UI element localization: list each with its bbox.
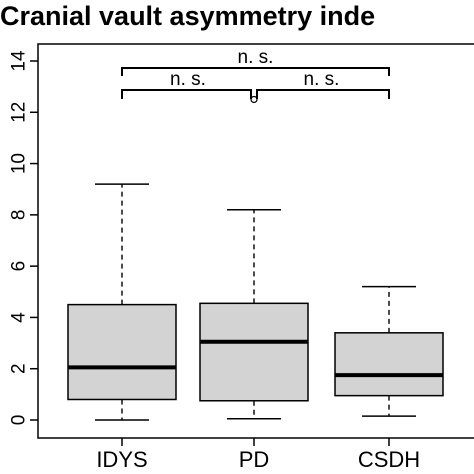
significance-label: n. s. xyxy=(170,69,206,90)
y-tick-label: 0 xyxy=(9,415,30,426)
x-tick-label: CSDH xyxy=(358,447,420,472)
box-body xyxy=(67,303,177,401)
x-tick-label: PD xyxy=(239,447,270,472)
significance-bracket: n. s. xyxy=(121,69,252,99)
x-tick-label: IDYS xyxy=(96,447,147,472)
y-tick-label: 12 xyxy=(9,102,30,123)
box-pd xyxy=(199,95,309,420)
significance-bracket: n. s. xyxy=(256,69,390,99)
y-tick-label: 4 xyxy=(9,312,30,323)
significance-label: n. s. xyxy=(238,47,274,68)
y-tick-label: 6 xyxy=(9,261,30,272)
y-tick-label: 14 xyxy=(9,50,30,72)
y-tick-label: 2 xyxy=(9,363,30,374)
significance-label: n. s. xyxy=(304,69,340,90)
y-tick-label: 8 xyxy=(9,210,30,221)
y-tick-label: 10 xyxy=(9,153,30,174)
bracket-line xyxy=(121,67,390,76)
outlier-point xyxy=(250,95,258,104)
bracket-line xyxy=(256,89,390,99)
plot-frame xyxy=(37,43,474,439)
box-body xyxy=(334,332,444,397)
box-body xyxy=(199,302,309,402)
bracket-line xyxy=(121,89,252,99)
box-idys xyxy=(67,183,177,421)
box-csdh xyxy=(334,285,444,417)
chart-title: Cranial vault asymmetry inde xyxy=(0,1,376,31)
significance-bracket: n. s. xyxy=(121,47,390,76)
